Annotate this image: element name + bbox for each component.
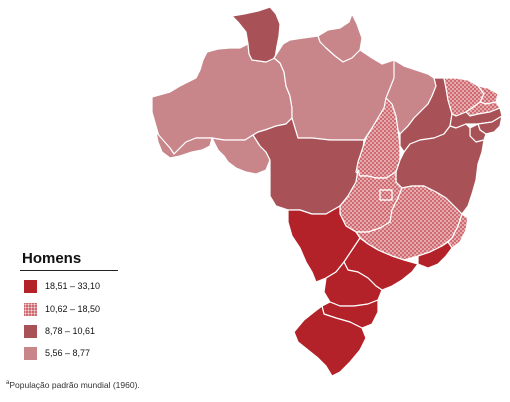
legend-swatch-2 [24,303,37,316]
state-rj [417,241,453,269]
legend-label-1: 18,51 – 33,10 [45,281,101,291]
legend-divider [20,270,118,271]
legend-label-2: 10,62 – 18,50 [45,304,101,314]
legend-swatch-3 [24,325,37,338]
state-df [379,189,393,201]
legend-swatch-1 [24,280,37,293]
footnote-text: População padrão mundial (1960). [9,380,140,390]
state-rr [231,6,281,63]
legend-label-4: 5,56 – 8,77 [45,348,91,358]
state-rs [293,305,367,377]
state-mg [355,185,463,261]
state-ro [211,134,271,175]
legend-label-3: 8,78 – 10,61 [45,326,96,336]
legend-title: Homens [22,250,82,267]
footnote: aPopulação padrão mundial (1960). [6,380,140,390]
legend-swatch-4 [24,347,37,360]
state-ac [155,131,213,159]
footnote-marker: a [6,380,10,387]
